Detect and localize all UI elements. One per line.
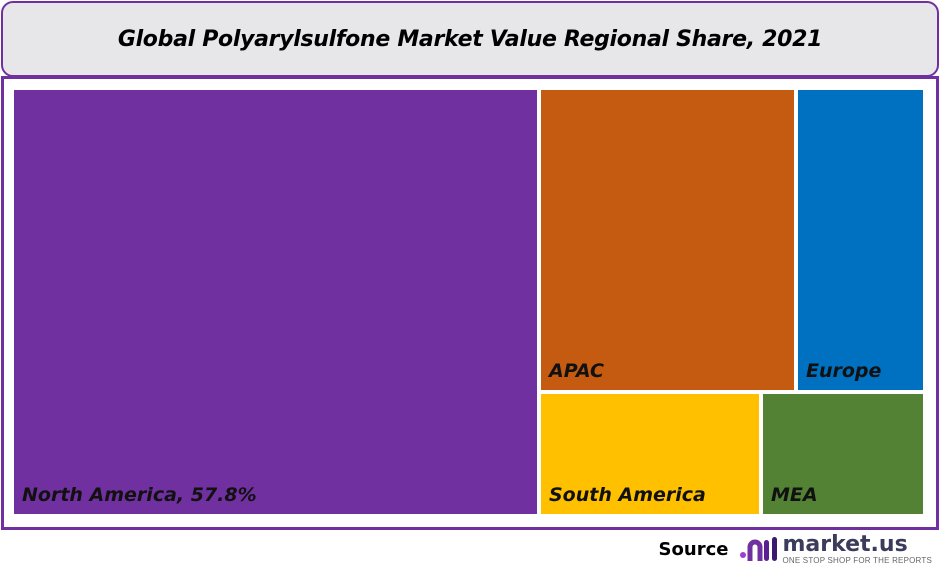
treemap-chart: North America, 57.8% APAC Europe South Amer…	[14, 90, 923, 514]
tile-label: Europe	[806, 360, 882, 382]
footer: Source market.us ONE STOP SHOP FOR THE R…	[659, 531, 932, 569]
market-us-logo: market.us ONE STOP SHOP FOR THE REPORTS	[738, 534, 932, 566]
treemap-tile-apac	[541, 90, 794, 390]
tile-label: South America	[549, 484, 706, 506]
tile-label: APAC	[547, 360, 604, 382]
source-label: Source	[658, 539, 729, 560]
tile-label: MEA	[771, 484, 818, 506]
treemap-tile-mea	[763, 394, 923, 514]
treemap-tile-south-america	[541, 394, 759, 514]
logo-icon	[740, 537, 778, 561]
logo-tagline: ONE STOP SHOP FOR THE REPORTS	[782, 556, 932, 565]
chart-title: Global Polyarylsulfone Market Value Regi…	[117, 26, 823, 52]
logo-text: market.us	[782, 532, 908, 557]
treemap-tile-europe	[798, 90, 923, 390]
tile-label: North America, 57.8%	[22, 484, 257, 506]
title-box: Global Polyarylsulfone Market Value Regi…	[1, 1, 939, 77]
treemap-tile-north-america	[14, 90, 537, 514]
